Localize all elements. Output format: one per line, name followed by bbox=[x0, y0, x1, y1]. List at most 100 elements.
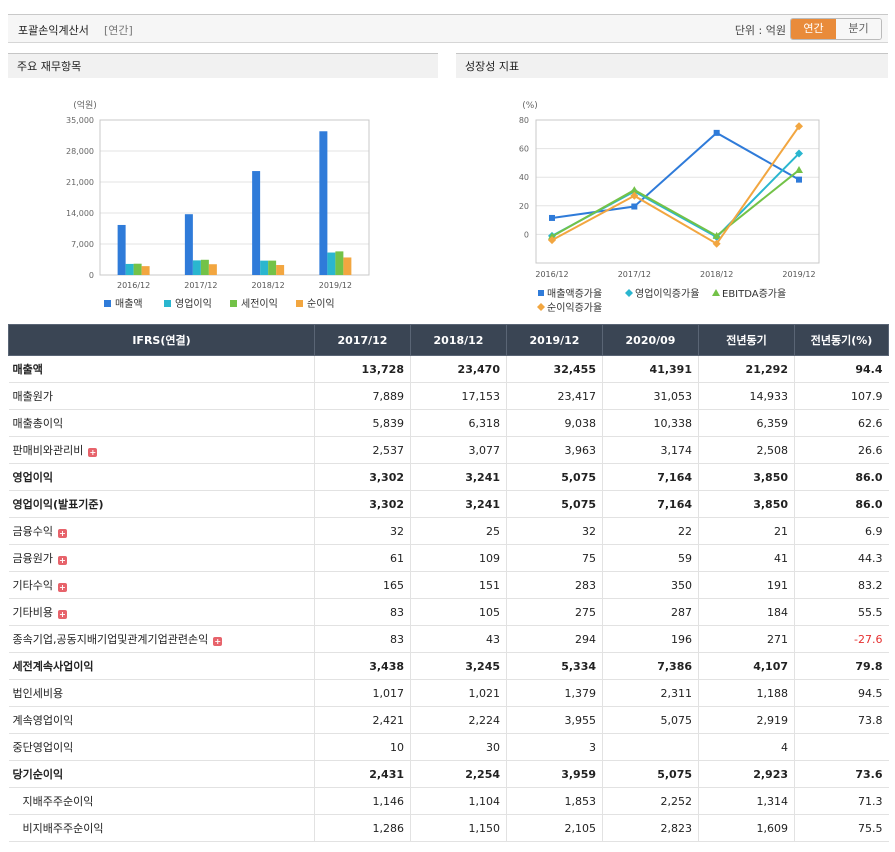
y-tick-label: 80 bbox=[519, 116, 529, 125]
row-label: 지배주주순이익 bbox=[8, 787, 315, 815]
row-label: 영업이익(발표기준) bbox=[8, 490, 315, 518]
table-cell: 2,923 bbox=[698, 760, 795, 788]
table-cell: 165 bbox=[314, 571, 411, 599]
data-point bbox=[549, 214, 555, 221]
table-cell: 1,146 bbox=[314, 787, 411, 815]
table-cell: 23,417 bbox=[506, 382, 603, 410]
row-label: 종속기업,공동지배기업및관계기업관련손익 + bbox=[8, 625, 315, 653]
expand-row-icon[interactable]: + bbox=[57, 556, 67, 565]
bar bbox=[184, 214, 193, 275]
row-label: 영업이익 bbox=[8, 463, 315, 491]
table-cell: 105 bbox=[410, 598, 507, 626]
y-tick-label: 28,000 bbox=[66, 147, 94, 156]
panel-title: 성장성 지표 bbox=[456, 53, 888, 78]
table-row: 법인세비용 1,017 1,021 1,379 2,311 1,188 94.5 bbox=[8, 679, 889, 707]
quarter-toggle-button[interactable]: 분기 bbox=[836, 19, 881, 39]
table-row: 세전계속사업이익 3,438 3,245 5,334 7,386 4,107 79.8 bbox=[8, 652, 889, 680]
table-row: 영업이익 3,302 3,241 5,075 7,164 3,850 86.0 bbox=[8, 463, 889, 491]
expand-row-icon[interactable]: + bbox=[57, 529, 67, 538]
table-cell: 1,021 bbox=[410, 679, 507, 707]
table-row: 매출총이익 5,839 6,318 9,038 10,338 6,359 62.6 bbox=[8, 409, 889, 437]
row-label: 매출액 bbox=[8, 355, 315, 383]
period-label: [연간] bbox=[104, 24, 133, 37]
table-cell: 10,338 bbox=[602, 409, 699, 437]
series-line bbox=[551, 131, 800, 219]
income-statement-table: IFRS(연결) 2017/12 2018/12 2019/12 2020/09 전년동기… bbox=[8, 324, 889, 842]
bar bbox=[252, 171, 261, 275]
expand-row-icon[interactable]: + bbox=[57, 583, 67, 592]
series-line bbox=[551, 125, 800, 246]
row-label-text: 기타비용 bbox=[12, 606, 53, 619]
table-cell: 6.9 bbox=[794, 517, 889, 545]
annual-toggle-button[interactable]: 연간 bbox=[791, 19, 836, 39]
table-row: 기타수익 +165 151 283 350 191 83.2 bbox=[8, 571, 889, 599]
data-point bbox=[631, 203, 638, 210]
legend-swatch bbox=[296, 300, 303, 307]
column-header: 2018/12 bbox=[410, 324, 507, 356]
legend-label: 매출액 bbox=[115, 298, 143, 310]
bar bbox=[319, 131, 328, 275]
table-cell: 2,537 bbox=[314, 436, 411, 464]
table-cell: 3,302 bbox=[314, 490, 411, 518]
table-cell: 7,164 bbox=[602, 463, 699, 491]
legend-label: 매출액증가율 bbox=[547, 288, 602, 300]
table-cell: 17,153 bbox=[410, 382, 507, 410]
table-row: 지배주주순이익 1,146 1,104 1,853 2,252 1,314 71.3 bbox=[8, 787, 889, 815]
table-row: 비지배주주순이익 1,286 1,150 2,105 2,823 1,609 75.5 bbox=[8, 814, 889, 842]
table-cell: 2,508 bbox=[698, 436, 795, 464]
table-cell: 31,053 bbox=[602, 382, 699, 410]
legend-label: 세전이익 bbox=[241, 298, 278, 310]
row-label-text: 계속영업이익 bbox=[12, 714, 74, 727]
table-cell: 3,963 bbox=[506, 436, 603, 464]
table-header-row: IFRS(연결) 2017/12 2018/12 2019/12 2020/09 전년동기… bbox=[8, 324, 889, 356]
table-cell: 21 bbox=[698, 517, 795, 545]
row-label: 기타수익 + bbox=[8, 571, 315, 599]
data-point bbox=[630, 186, 639, 194]
row-label-text: 금융수익 bbox=[12, 525, 53, 538]
table-cell: 94.4 bbox=[794, 355, 889, 383]
table-cell: 5,075 bbox=[602, 760, 699, 788]
table-cell: 5,334 bbox=[506, 652, 603, 680]
x-tick-label: 2017/12 bbox=[184, 281, 217, 290]
row-label: 매출총이익 bbox=[8, 409, 315, 437]
y-tick-label: 21,000 bbox=[66, 178, 94, 187]
table-cell: 107.9 bbox=[794, 382, 889, 410]
legend-label: 영업이익증가율 bbox=[635, 287, 699, 300]
x-tick-label: 2016/12 bbox=[117, 281, 150, 290]
expand-row-icon[interactable]: + bbox=[213, 637, 223, 646]
table-cell: 2,254 bbox=[410, 760, 507, 788]
x-tick-label: 2019/12 bbox=[319, 281, 352, 290]
legend-label: EBITDA증가율 bbox=[722, 288, 786, 300]
bar bbox=[327, 252, 336, 275]
data-point bbox=[796, 176, 802, 183]
bar bbox=[260, 260, 269, 275]
table-cell: 30 bbox=[410, 733, 507, 761]
table-cell: 2,431 bbox=[314, 760, 411, 788]
table-cell: 62.6 bbox=[794, 409, 889, 437]
expand-row-icon[interactable]: + bbox=[57, 610, 67, 619]
column-header: 2017/12 bbox=[314, 324, 411, 356]
x-tick-label: 2016/12 bbox=[535, 270, 568, 279]
table-cell: 4 bbox=[698, 733, 795, 761]
table-cell: 1,379 bbox=[506, 679, 603, 707]
y-tick-label: 35,000 bbox=[66, 116, 94, 125]
row-label-text: 중단영업이익 bbox=[12, 741, 74, 754]
table-cell: 350 bbox=[602, 571, 699, 599]
table-cell: 7,889 bbox=[314, 382, 411, 410]
table-cell: 13,728 bbox=[314, 355, 411, 383]
bar bbox=[141, 266, 150, 275]
table-cell: 5,075 bbox=[506, 490, 603, 518]
row-label-text: 종속기업,공동지배기업및관계기업관련손익 bbox=[12, 633, 209, 646]
x-tick-label: 2019/12 bbox=[782, 270, 815, 279]
table-cell bbox=[602, 733, 699, 761]
expand-row-icon[interactable]: + bbox=[88, 448, 98, 457]
statement-header: 포괄손익계산서 [연간] 단위 : 억원 연간 분기 bbox=[8, 14, 888, 43]
bar bbox=[192, 260, 201, 275]
y-tick-label: 0 bbox=[89, 271, 94, 280]
table-cell: 3,241 bbox=[410, 463, 507, 491]
row-label: 당기순이익 bbox=[8, 760, 315, 788]
table-cell: 3,077 bbox=[410, 436, 507, 464]
table-cell: 5,075 bbox=[506, 463, 603, 491]
period-toggle: 연간 분기 bbox=[790, 18, 882, 40]
bar bbox=[276, 265, 285, 275]
